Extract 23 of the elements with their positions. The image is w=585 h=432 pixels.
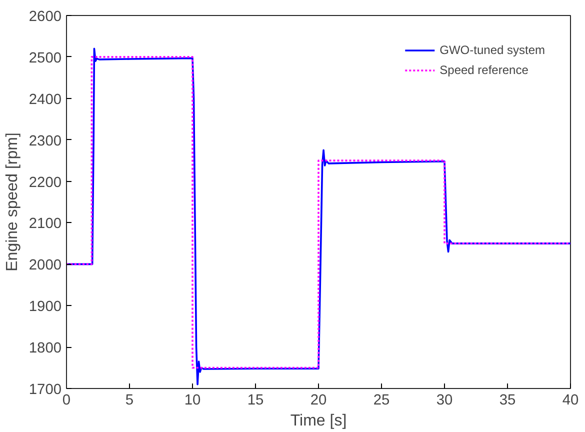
y-tick-label: 2500 <box>28 50 62 66</box>
y-tick-label: 2200 <box>28 174 62 191</box>
y-tick-label: 1700 <box>28 382 62 398</box>
x-tick-label: 35 <box>499 392 516 408</box>
x-tick-label: 20 <box>310 392 327 408</box>
x-tick-label: 5 <box>125 392 134 408</box>
y-tick-label: 1900 <box>28 299 62 316</box>
x-tick-label: 30 <box>436 392 453 408</box>
x-tick-label: 15 <box>247 392 264 408</box>
legend-label: GWO-tuned system <box>440 43 545 57</box>
x-tick-label: 25 <box>373 392 390 408</box>
y-tick-label: 2100 <box>28 216 62 232</box>
y-tick-label: 2600 <box>28 9 62 25</box>
y-tick-label: 2300 <box>28 133 62 150</box>
x-tick-label: 10 <box>184 392 201 408</box>
legend-label: Speed reference <box>440 63 528 77</box>
y-tick-label: 2000 <box>28 258 62 274</box>
x-axis-title: Time [s] <box>290 412 347 430</box>
x-tick-label: 0 <box>62 392 71 408</box>
y-tick-label: 1800 <box>28 340 62 357</box>
y-axis-title: Engine speed [rpm] <box>4 132 21 272</box>
y-tick-label: 2400 <box>28 92 62 108</box>
x-tick-label: 40 <box>562 392 579 408</box>
